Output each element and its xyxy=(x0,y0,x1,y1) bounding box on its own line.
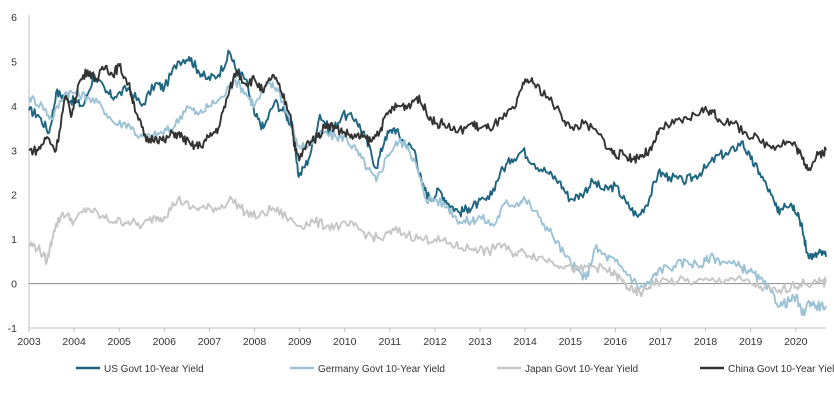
x-tick-label: 2018 xyxy=(694,336,718,348)
legend-label-4: China Govt 10-Year Yield xyxy=(728,364,834,375)
y-tick-label: 1 xyxy=(11,234,17,246)
x-tick-label: 2020 xyxy=(784,336,808,348)
x-tick-label: 2019 xyxy=(739,336,763,348)
x-tick-label: 2006 xyxy=(153,336,177,348)
x-tick-label: 2004 xyxy=(62,336,86,348)
legend-label-2: Germany Govt 10-Year Yield xyxy=(318,364,445,375)
y-tick-label: 5 xyxy=(11,56,17,68)
x-tick-label: 2010 xyxy=(333,336,357,348)
series-line-4 xyxy=(28,62,827,172)
x-tick-label: 2007 xyxy=(198,336,222,348)
legend-label-3: Japan Govt 10-Year Yield xyxy=(525,364,638,375)
y-tick-label: 0 xyxy=(11,279,17,291)
series-line-1 xyxy=(28,49,827,261)
y-tick-label: 2 xyxy=(11,190,17,202)
x-tick-label: 2017 xyxy=(649,336,673,348)
x-tick-label: 2015 xyxy=(559,336,583,348)
series-line-2 xyxy=(28,78,827,317)
x-tick-label: 2003 xyxy=(17,336,41,348)
y-tick-label: -1 xyxy=(8,323,17,335)
series-line-3 xyxy=(28,195,827,298)
x-tick-label: 2013 xyxy=(468,336,492,348)
x-tick-label: 2016 xyxy=(604,336,628,348)
y-tick-label: 6 xyxy=(11,12,17,24)
y-tick-label: 4 xyxy=(11,101,17,113)
x-tick-label: 2012 xyxy=(423,336,447,348)
x-tick-label: 2009 xyxy=(288,336,312,348)
legend-label-1: US Govt 10-Year Yield xyxy=(104,364,204,375)
x-tick-label: 2014 xyxy=(513,336,537,348)
x-tick-label: 2008 xyxy=(243,336,267,348)
x-tick-label: 2005 xyxy=(108,336,132,348)
y-tick-label: 3 xyxy=(11,145,17,157)
x-tick-label: 2011 xyxy=(379,336,402,348)
